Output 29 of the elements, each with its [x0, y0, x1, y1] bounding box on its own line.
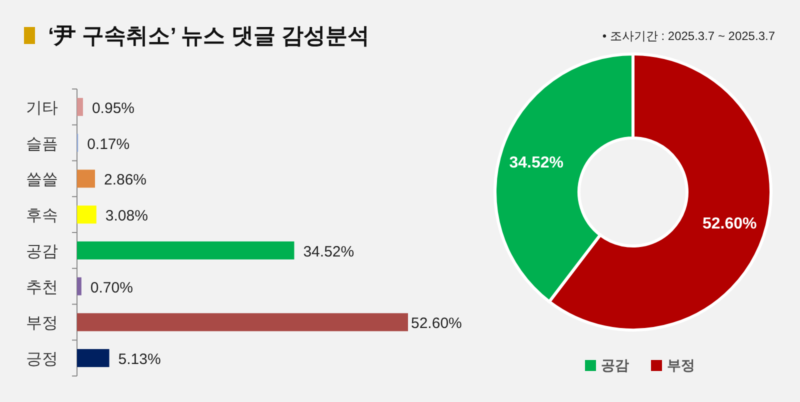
text: • 조사기간 : 2025.3.7 ~ 2025.3.7 — [602, 29, 776, 43]
bar — [77, 313, 408, 332]
data-label: 52.60% — [702, 216, 757, 233]
bar — [77, 98, 83, 116]
y-tick-label: 긍정 — [26, 351, 58, 368]
y-tick-label: 기타 — [26, 100, 58, 117]
bar — [77, 206, 96, 224]
y-tick-label: 공감 — [26, 243, 58, 260]
bar — [77, 277, 82, 296]
y-tick-label: 슬픔 — [26, 136, 58, 153]
data-label: 5.13% — [118, 351, 161, 368]
bar — [77, 349, 110, 368]
data-label: 34.52% — [509, 154, 564, 172]
data-label: 0.17% — [87, 136, 130, 153]
legend-label: 부정 — [667, 357, 695, 373]
data-label: 52.60% — [411, 315, 462, 332]
y-tick-label: 추천 — [26, 279, 58, 296]
data-label: 3.08% — [105, 208, 148, 225]
bar — [77, 170, 95, 188]
y-tick-label: 쓸쓸 — [26, 172, 58, 189]
data-label: 0.70% — [90, 279, 133, 296]
data-label: 0.95% — [92, 100, 135, 117]
y-tick-label: 부정 — [26, 315, 58, 332]
legend-label: 공감 — [601, 357, 629, 373]
data-label: 2.86% — [104, 172, 147, 189]
y-tick-label: 후속 — [26, 208, 58, 225]
data-label: 34.52% — [303, 243, 354, 260]
bar — [77, 241, 294, 260]
chart-title: ‘尹 구속취소’ 뉴스 댓글 감성분석 — [48, 23, 370, 48]
